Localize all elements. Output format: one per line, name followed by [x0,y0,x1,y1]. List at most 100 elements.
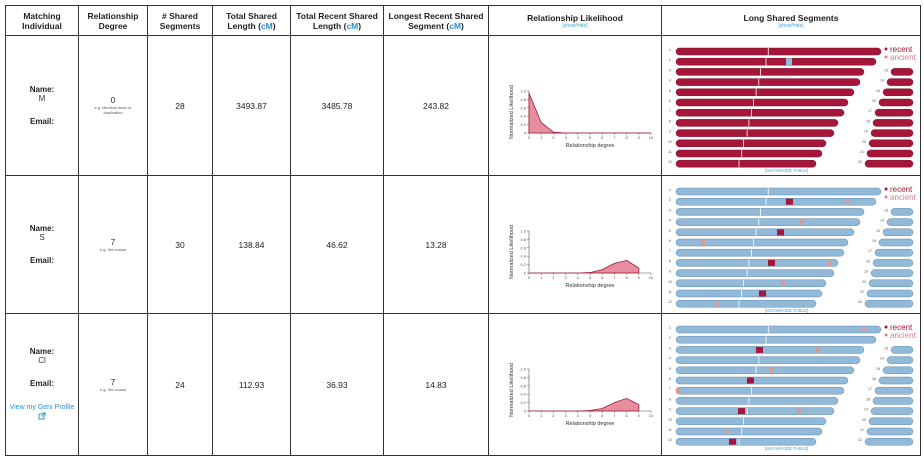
likelihood-area [529,259,640,274]
degree-note: e.g. 3rd cousin [99,386,127,392]
chromosome [890,208,914,216]
individual-cell: Name: M Email: [5,35,79,176]
chromosome [675,238,849,247]
likelihood-chart: 0 0.2 0.4 0.6 0.8 1.0 0 1 2 3 4 5 6 7 8 9 10 Relationship… [509,225,654,289]
x-tick-label: 6 [601,275,604,280]
likelihood-cell: 0 0.2 0.4 0.6 0.8 1.0 0 1 2 3 4 5 6 7 8 9 10 Relationship… [488,313,662,456]
legend-ancient: ancient [890,193,917,202]
recent-segment [738,408,745,415]
total-cell: 3493.87 [212,35,291,176]
y-axis-title: Normalized Likelihood [509,363,515,417]
chromosome-number: 8 [669,119,671,123]
chromosome [866,289,914,298]
x-tick-label: 10 [649,135,654,140]
recent-length: 46.62 [326,239,348,250]
chromosome-number: 18 [866,397,870,401]
unit-link[interactable]: cM [449,20,462,31]
chromosome-number: 21 [860,428,864,432]
chromosome [675,335,877,344]
header-text: Long Shared Segments [741,13,842,23]
chromosome [675,159,817,168]
chromosome [675,356,861,364]
profile-link[interactable]: View my Geni Profile [6,404,78,423]
unit-link[interactable]: cM [346,20,359,31]
chromosome [675,279,827,288]
chromosome [675,108,845,117]
chromosome [886,78,914,86]
legend-ancient: ancient [890,331,917,340]
header-label: Total Shared Length ( [226,10,277,31]
chromosome [675,197,877,206]
ancient-spot [828,260,831,266]
y-tick-label: 0.2 [520,400,526,405]
chromosome [675,47,882,56]
legend-dot [884,195,888,199]
chromosome-number: 5 [669,229,671,233]
toggle-link[interactable]: [show/hide] [562,22,588,29]
x-axis-title: Relationship degree [566,421,615,427]
x-tick-label: 6 [601,413,604,418]
chromosome [675,149,823,158]
ancient-spot [816,347,819,353]
header-label: Relationship Likelihood [527,12,623,23]
legend-recent: recent [890,45,913,54]
chromosome [675,376,849,385]
chromosome [872,397,914,405]
chromosome [675,78,861,86]
ancient-spot [770,367,773,373]
chromosome [890,68,914,76]
x-tick-label: 7 [613,135,616,140]
y-tick-label: 0.4 [520,114,526,119]
y-tick-label: 0 [524,131,527,136]
chromosome [675,397,839,405]
y-tick-label: 1.0 [520,229,526,234]
recent-segment [729,438,736,445]
legend-dot [884,47,888,51]
degree-cell: 0 e.g. identical twins or duplication [78,35,148,176]
header-text: Total Shared Length (cM) [213,11,290,31]
x-tick-label: 7 [613,275,616,280]
chromosome-number: 15 [876,367,880,371]
ancient-spot [800,219,803,225]
show-hide-table[interactable]: [SHOW/HIDE TABLE] [765,168,809,173]
y-tick-label: 0.6 [520,383,526,388]
degree-note: e.g. identical twins or duplication [94,105,132,115]
chromosome [882,366,914,375]
degree-value: 0 [110,96,116,105]
chromosome [675,407,835,415]
chromosome [675,57,877,66]
chromosome-number: 6 [669,377,671,381]
chromosome-number: 13 [884,68,888,72]
chromosome-number: 6 [669,239,671,243]
y-tick-label: 0.2 [520,262,526,267]
header-cell: Matching Individual [5,5,79,36]
chromosome [882,228,914,237]
show-hide-table[interactable]: [SHOW/HIDE TABLE] [765,308,809,313]
recent-length: 3485.78 [321,100,353,111]
header-cell: Longest Recent Shared Segment (cM) [383,5,489,36]
chromosome-number: 3 [669,208,671,212]
x-tick-label: 0 [528,275,531,280]
toggle-link[interactable]: [show/hide] [778,22,804,29]
x-tick-label: 5 [589,135,592,140]
chromosome [864,159,914,168]
show-hide-table[interactable]: [SHOW/HIDE TABLE] [765,446,809,451]
chromosome-number: 10 [668,418,672,422]
unit-link[interactable]: cM [260,20,273,31]
y-axis-title: Normalized Likelihood [509,85,515,139]
ancient-spot [798,408,801,414]
chromosome [866,427,914,436]
chromosome-number: 6 [669,99,671,103]
chromosome-number: 19 [864,130,868,134]
chromosome-number: 16 [872,239,876,243]
x-tick-label: 8 [625,135,628,140]
degree-value: 7 [110,237,116,247]
recent-cell: 36.93 [290,313,384,456]
chromosome [675,427,823,436]
chromosome-number: 16 [872,99,876,103]
legend-recent: recent [890,323,913,332]
x-tick-label: 10 [649,275,654,280]
chromosome [872,259,914,267]
